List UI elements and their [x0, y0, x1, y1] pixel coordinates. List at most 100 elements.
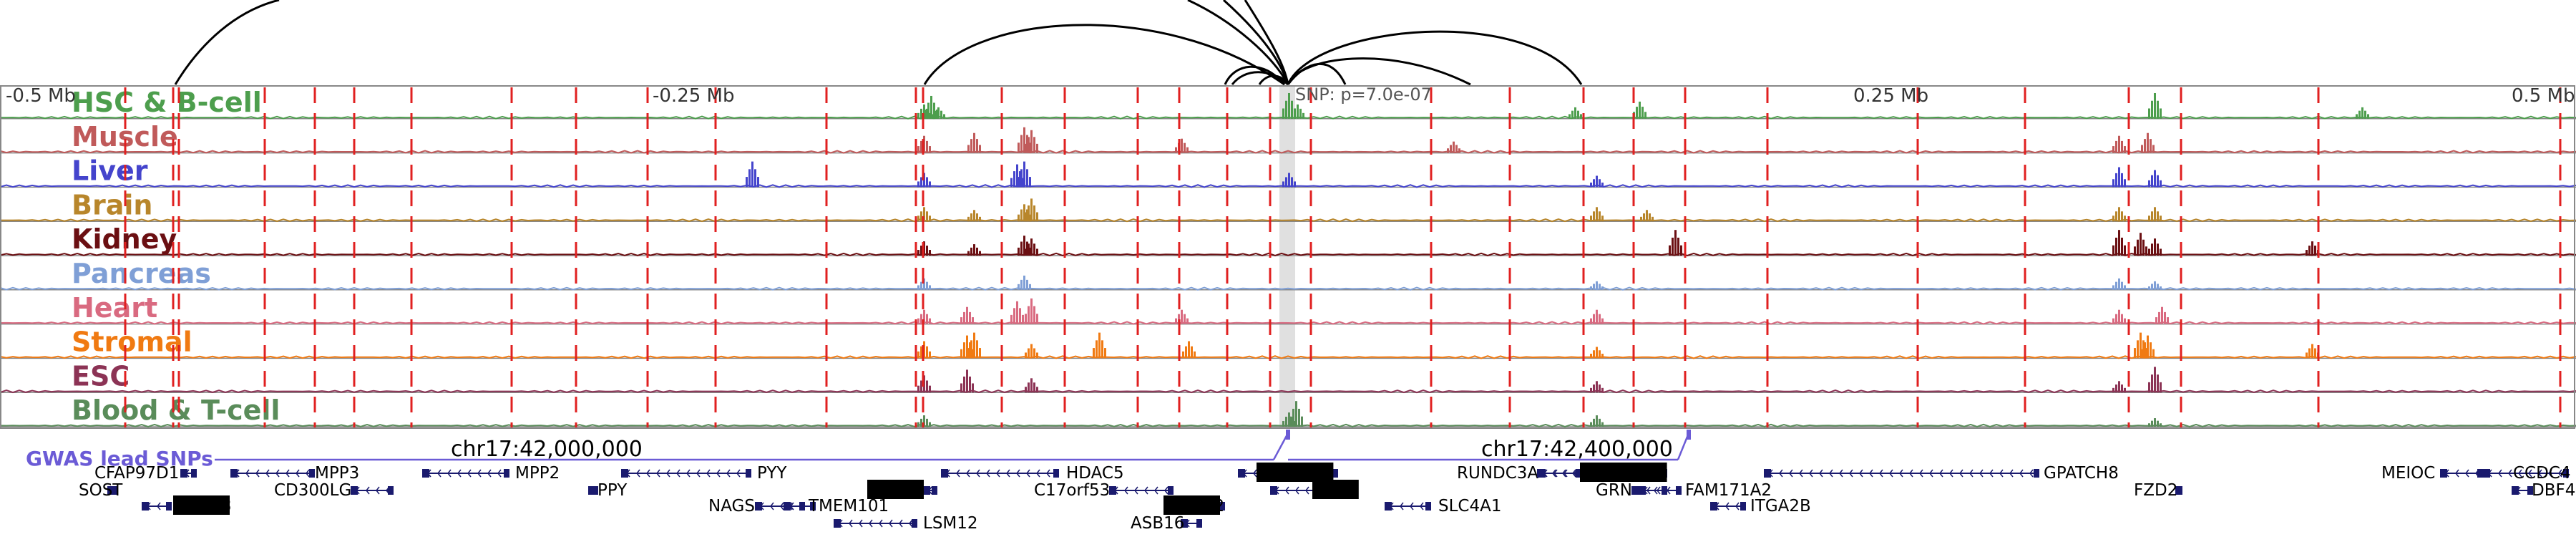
gene-feature[interactable]: G6PC3 [867, 480, 937, 500]
gene-highlight-box [1580, 463, 1667, 482]
gene-feature[interactable]: SLC4A1 [1385, 497, 1501, 516]
gene-feature[interactable]: MPP3 [230, 464, 359, 483]
gene-label: GPATCH8 [2044, 464, 2119, 483]
gene-highlight-box [1257, 463, 1334, 482]
interaction-arcs [174, 0, 1583, 86]
gene-label: CFAP97D1 [94, 464, 179, 483]
gene-highlight-box [173, 495, 230, 515]
track-label: Liver [72, 155, 148, 187]
gene-label: PPY [597, 481, 628, 500]
gwas-track: GWAS lead SNPs [26, 430, 1691, 470]
gene-highlight-box [1312, 480, 1359, 499]
gene-feature[interactable]: ATXN7L3 [1238, 463, 1338, 483]
gene-feature[interactable]: HDAC5 [941, 464, 1124, 483]
gene-feature[interactable]: CFAP97D1 [94, 464, 197, 483]
snp-pvalue-label: SNP: p=7.0e-07 [1295, 84, 1432, 105]
gene-label: GRN [1596, 481, 1632, 500]
interaction-arc [923, 24, 1285, 86]
gene-label: DBF4B [2532, 481, 2576, 500]
gene-label: NAGS [708, 497, 755, 516]
gene-feature[interactable]: C17orf53 [1034, 481, 1174, 500]
interaction-arc [1287, 57, 1471, 86]
gene-label: SOST [79, 481, 123, 500]
interaction-arc [1187, 0, 1289, 85]
signal-track: ESC [0, 360, 2576, 394]
gene-label: ASB16 [1131, 514, 1184, 533]
signal-track: HSC & B-cell [0, 87, 2576, 120]
interaction-arc [1244, 0, 1289, 85]
track-label: ESC [72, 360, 130, 392]
gene-label: UBTF [1315, 481, 1358, 500]
gene-feature[interactable]: PPY [588, 481, 628, 500]
gene-feature[interactable]: ASB16 [1131, 514, 1202, 533]
gene-label: RUNDC3A [1457, 464, 1538, 483]
track-label: Heart [72, 292, 157, 324]
gene-feature[interactable]: UBTF [1270, 480, 1359, 500]
gene-feature[interactable]: FAM171A2 [1631, 481, 1772, 500]
interaction-arc [1287, 30, 1583, 85]
gene-feature[interactable]: TMEM101 [784, 497, 889, 516]
gene-highlight-box [1163, 495, 1220, 515]
gene-label: MEIOC [2381, 464, 2435, 483]
gene-feature[interactable]: FZD2 [2134, 481, 2182, 500]
track-label: Brain [72, 189, 152, 221]
gene-label: FZD2 [2134, 481, 2177, 500]
coordinate-label: chr17:42,000,000 [451, 437, 643, 462]
gene-feature[interactable]: GPATCH8 [1764, 464, 2119, 483]
gene-feature[interactable]: MPP2 [422, 464, 560, 483]
track-label: Pancreas [72, 258, 211, 289]
gene-feature[interactable]: LSM12 [834, 514, 978, 533]
gene-feature[interactable]: ITGA2B [1710, 497, 1811, 516]
signal-track: Liver [0, 155, 2576, 188]
guide-lines [124, 87, 2562, 428]
gene-feature[interactable]: DUSP3 [142, 495, 232, 516]
gene-label: TMEM101 [808, 497, 889, 516]
gwas-lead-snp-marker[interactable] [1687, 430, 1691, 440]
gene-feature[interactable]: SLC25A39 [1537, 463, 1667, 483]
gene-feature[interactable]: CCDC4 [2483, 464, 2571, 483]
scale-tick-label: 0.25 Mb [1853, 85, 1928, 107]
gene-label: C17orf53 [1034, 481, 1110, 500]
gwas-label: GWAS lead SNPs [26, 447, 213, 470]
gene-label: LSM12 [923, 514, 978, 533]
gene-label: FAM171A2 [1685, 481, 1772, 500]
gene-feature[interactable]: TMUB2 [1163, 495, 1225, 516]
gwas-lead-snp-marker[interactable] [1286, 430, 1290, 440]
gene-label: SLC4A1 [1438, 497, 1501, 516]
scale-tick-label: -0.25 Mb [653, 85, 734, 107]
gene-feature[interactable]: MEIOC [2381, 464, 2483, 483]
gene-label: MPP2 [515, 464, 560, 483]
gene-label: ITGA2B [1750, 497, 1811, 516]
signal-track: Pancreas [0, 258, 2576, 291]
signal-track: Kidney [0, 223, 2576, 257]
interaction-arc [1231, 71, 1289, 86]
interaction-arc [174, 0, 280, 85]
track-label: Blood & T-cell [72, 395, 280, 426]
gene-label: SLC25A39 [1583, 464, 1667, 483]
gene-label: CD300LG [274, 481, 351, 500]
snp-highlight-band [1279, 86, 1295, 428]
gene-label: TMUB2 [1166, 497, 1224, 516]
scale-tick-label: 0.5 Mb [2512, 85, 2575, 107]
gene-highlight-box [867, 480, 924, 499]
gene-feature[interactable]: PYY [621, 464, 787, 483]
signal-track: Heart [0, 292, 2576, 325]
scale-tick-label: -0.5 Mb [6, 85, 76, 107]
gene-annotations: CFAP97D1 MPP3 MPP2 PYY HDAC5 ATXN7L3 RUNDC3A SL… [79, 463, 2576, 533]
gene-label: ATXN7L3 [1259, 464, 1333, 483]
scale-ticks: -0.5 Mb -0.25 Mb 0.25 Mb 0.5 Mb [6, 85, 2575, 107]
track-frame [0, 85, 2575, 429]
signal-track: Blood & T-cell [0, 395, 2576, 428]
track-label: HSC & B-cell [72, 87, 262, 118]
gene-feature[interactable]: DBF4B [2512, 481, 2576, 500]
gene-label: MPP3 [315, 464, 359, 483]
gene-label: DUSP3 [176, 497, 232, 516]
signal-track: Brain [0, 189, 2576, 223]
gene-feature[interactable]: CD300LG [274, 481, 394, 500]
gene-label: PYY [757, 464, 787, 483]
gene-label: CCDC4 [2513, 464, 2571, 483]
coordinate-label: chr17:42,400,000 [1481, 437, 1673, 462]
gene-feature[interactable]: SOST [79, 481, 123, 500]
gene-label: G6PC3 [870, 481, 925, 500]
